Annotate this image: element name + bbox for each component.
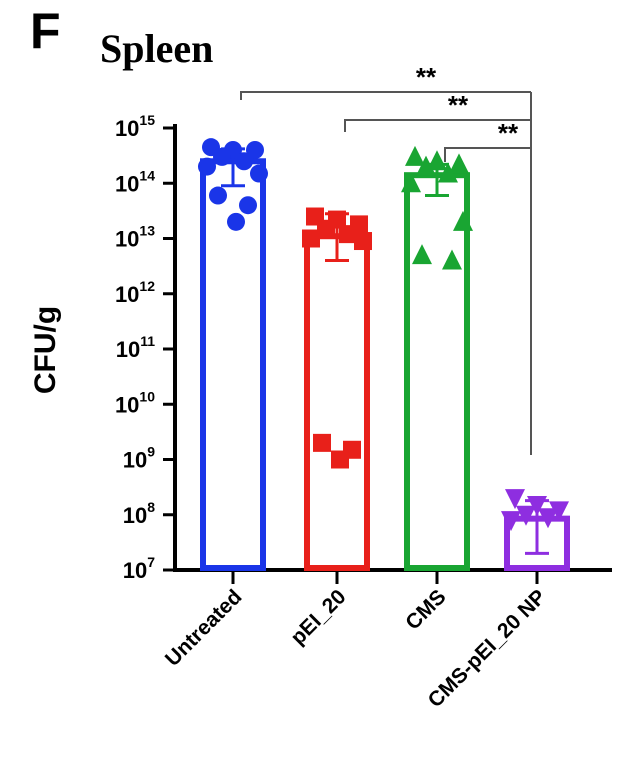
y-tick-label: 1014 [115, 167, 155, 196]
significance-label: ** [448, 90, 469, 120]
data-point [453, 210, 473, 231]
significance-bracket [344, 119, 531, 132]
bars-group [200, 158, 570, 572]
y-tick-label: 107 [123, 554, 155, 583]
data-point [516, 505, 536, 526]
data-point [449, 153, 469, 174]
data-point [239, 196, 257, 215]
error-bars-group [221, 147, 549, 555]
data-point [250, 164, 268, 183]
data-point [505, 489, 525, 510]
y-tick-label: 1012 [115, 278, 155, 307]
chart-title: Spleen [100, 26, 213, 71]
y-tick-label: 1010 [115, 388, 155, 417]
data-point [227, 212, 245, 231]
y-tick-label: 1015 [115, 112, 155, 141]
data-point [209, 186, 227, 205]
data-point [401, 172, 421, 193]
x-tick-label: pEI_20 [286, 585, 350, 649]
y-tick-label: 109 [123, 444, 155, 473]
data-point [442, 249, 462, 270]
data-point [317, 219, 335, 238]
x-tick-label: Untreated [161, 585, 247, 671]
significance-label: ** [498, 118, 519, 148]
data-point [416, 155, 436, 176]
data-point [331, 450, 349, 469]
data-point [302, 229, 320, 248]
data-point [339, 225, 357, 244]
significance-label: ** [416, 62, 437, 92]
y-tick-label: 1013 [115, 223, 155, 252]
data-points-group [198, 138, 569, 532]
data-point [246, 140, 264, 159]
data-point [213, 147, 231, 166]
significance-bracket [444, 147, 531, 162]
significance-group: ** ** ** [240, 62, 532, 455]
significance-bracket [240, 91, 531, 100]
data-point [405, 145, 425, 166]
data-point [538, 508, 558, 529]
bar [304, 233, 370, 572]
data-point [313, 433, 331, 452]
y-tick-label: 108 [123, 499, 155, 528]
data-point [549, 501, 569, 522]
y-tick-label: 1011 [116, 333, 155, 362]
y-axis-label: CFU/g [29, 306, 62, 394]
x-tick-label: CMS [401, 585, 450, 634]
data-point [527, 496, 547, 517]
data-point [412, 244, 432, 265]
data-point [438, 162, 458, 183]
data-point [235, 152, 253, 171]
y-axis: 107 108 109 1010 1011 1012 1013 1014 1015 [115, 112, 177, 583]
data-point [354, 232, 372, 251]
data-point [198, 157, 216, 176]
panel-letter: F [30, 3, 61, 59]
bar [404, 172, 470, 571]
data-point [427, 150, 447, 171]
data-point [501, 511, 521, 532]
